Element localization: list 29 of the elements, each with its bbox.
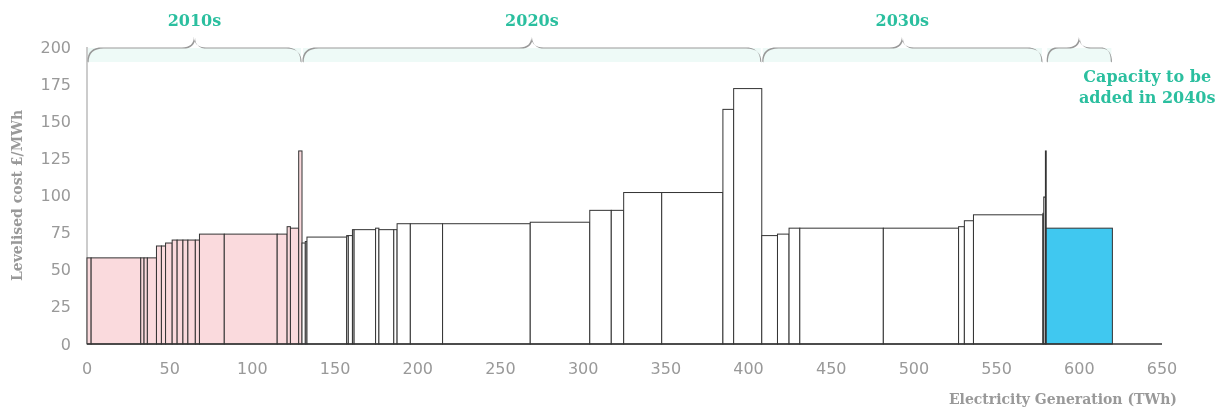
y-tick-label: 125 xyxy=(40,148,71,168)
y-tick-label: 25 xyxy=(50,297,71,317)
x-tick-label: 400 xyxy=(733,359,764,378)
x-axis-title: Electricity Generation (TWh) xyxy=(948,391,1177,407)
x-tick-label: 150 xyxy=(319,359,351,378)
x-tick-label: 450 xyxy=(815,359,847,378)
x-tick-label: 250 xyxy=(485,359,516,378)
y-tick-label: 200 xyxy=(40,37,71,57)
x-tick-label: 300 xyxy=(567,359,599,378)
x-tick-label: 600 xyxy=(1064,359,1095,378)
band-label: Capacity to be added in 2040s xyxy=(1078,67,1216,107)
y-tick-label: 75 xyxy=(50,223,71,243)
y-tick-label: 0 xyxy=(60,334,71,354)
y-axis-title: Levelised cost £/MWh xyxy=(9,109,25,282)
x-tick-label: 100 xyxy=(237,359,268,378)
x-tick-label: 50 xyxy=(159,359,180,378)
x-tick-label: 650 xyxy=(1146,359,1178,378)
y-tick-label: 150 xyxy=(40,111,71,131)
y-tick-label: 100 xyxy=(40,186,71,206)
x-tick-label: 350 xyxy=(650,359,682,378)
band-label: 2010s xyxy=(167,11,222,30)
x-tick-label: 200 xyxy=(402,359,434,378)
band-label: 2030s xyxy=(875,11,930,30)
x-tick-label: 500 xyxy=(898,359,930,378)
band-label: 2020s xyxy=(505,11,559,30)
x-tick-label: 0 xyxy=(81,359,93,378)
x-tick-label: 550 xyxy=(981,359,1012,378)
y-tick-label: 50 xyxy=(50,260,71,280)
y-tick-label: 175 xyxy=(40,74,71,94)
